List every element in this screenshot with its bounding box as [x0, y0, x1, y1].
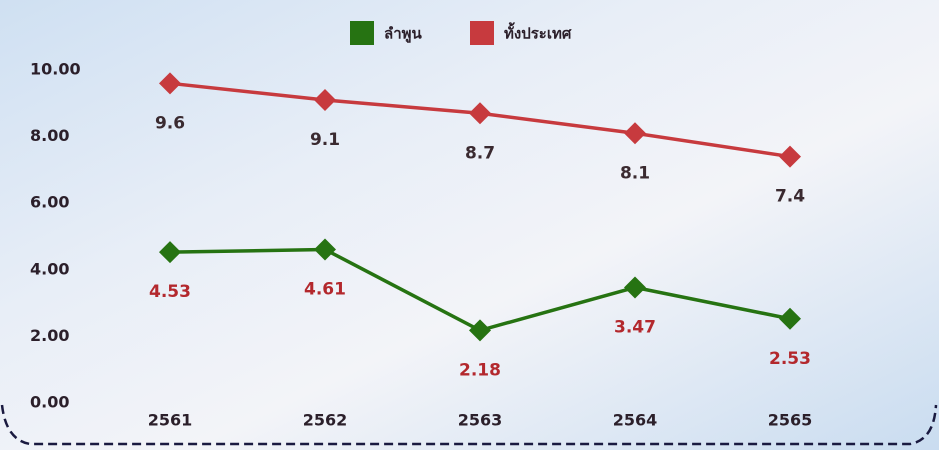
point-marker	[779, 307, 801, 330]
y-tick-label: 0.00	[30, 393, 69, 412]
point-marker	[624, 276, 646, 299]
data-label: 7.4	[775, 187, 805, 207]
x-tick-label: 2564	[613, 411, 658, 430]
legend-label: ทั้งประเทศ	[504, 22, 572, 43]
point-marker	[469, 319, 491, 342]
data-label: 2.18	[459, 360, 501, 380]
legend-swatch	[470, 21, 494, 45]
data-label: 2.53	[769, 349, 811, 369]
data-label: 8.7	[465, 143, 495, 163]
legend-label: ลำพูน	[384, 25, 423, 44]
y-tick-label: 2.00	[30, 326, 69, 345]
data-label: 8.1	[620, 163, 650, 183]
data-label: 9.6	[155, 113, 185, 133]
point-marker	[314, 238, 336, 261]
point-marker	[159, 241, 181, 264]
point-marker	[779, 145, 801, 168]
data-label: 3.47	[614, 317, 656, 337]
legend-swatch	[350, 21, 374, 45]
x-tick-label: 2561	[148, 411, 193, 430]
y-tick-label: 10.00	[30, 60, 81, 79]
data-label: 4.53	[149, 282, 191, 302]
point-marker	[624, 122, 646, 145]
y-tick-label: 4.00	[30, 259, 69, 278]
legend: ลำพูน ทั้งประเทศ	[350, 21, 572, 45]
y-tick-label: 8.00	[30, 126, 69, 145]
data-label: 4.61	[304, 279, 346, 299]
x-tick-label: 2565	[768, 411, 813, 430]
point-marker	[469, 102, 491, 125]
x-tick-label: 2562	[303, 411, 348, 430]
y-tick-label: 6.00	[30, 193, 69, 212]
x-tick-label: 2563	[458, 411, 503, 430]
point-marker	[314, 88, 336, 111]
data-label: 9.1	[310, 130, 340, 150]
dashed-border	[0, 404, 938, 446]
point-marker	[159, 72, 181, 95]
